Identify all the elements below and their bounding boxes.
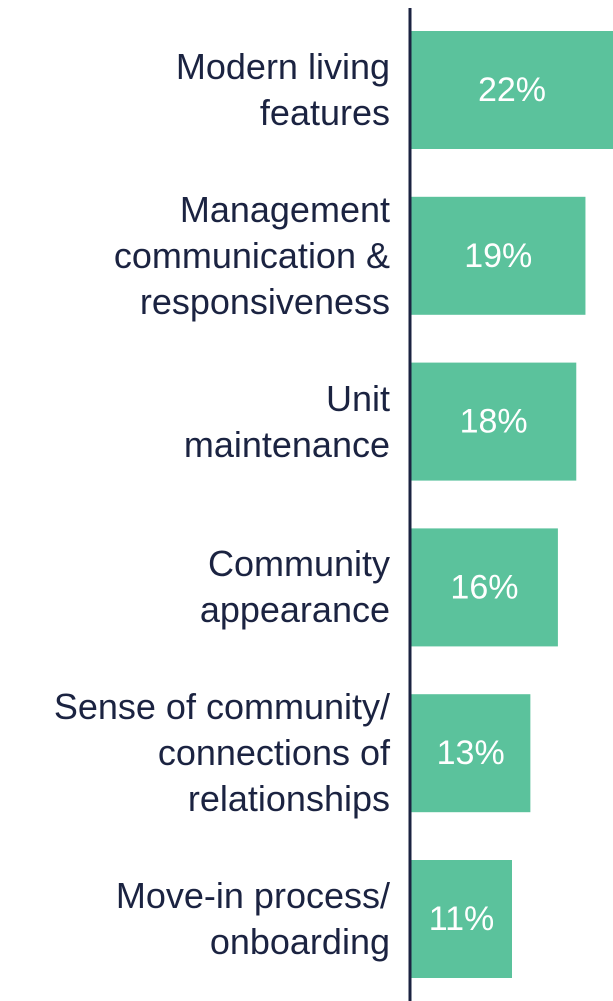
bar [411, 528, 558, 647]
value-label: 16% [450, 568, 518, 606]
bar [411, 860, 512, 978]
category-label: Move-in process/ onboarding [115, 875, 390, 962]
value-label: 13% [437, 734, 505, 772]
category-label: Modern living features [175, 46, 390, 133]
bar [411, 31, 613, 149]
category-label: Sense of community/ connections of relat… [53, 686, 390, 820]
category-label: Community appearance [199, 543, 390, 631]
category-label: Unit maintenance [183, 377, 390, 465]
bar [411, 694, 531, 813]
value-label: 18% [460, 403, 528, 441]
bar [411, 362, 577, 481]
value-label: 22% [478, 71, 546, 109]
value-label: 19% [464, 237, 532, 275]
bar [411, 196, 586, 315]
value-label: 11% [429, 900, 495, 938]
category-label: Management communication & responsivenes… [113, 188, 390, 322]
